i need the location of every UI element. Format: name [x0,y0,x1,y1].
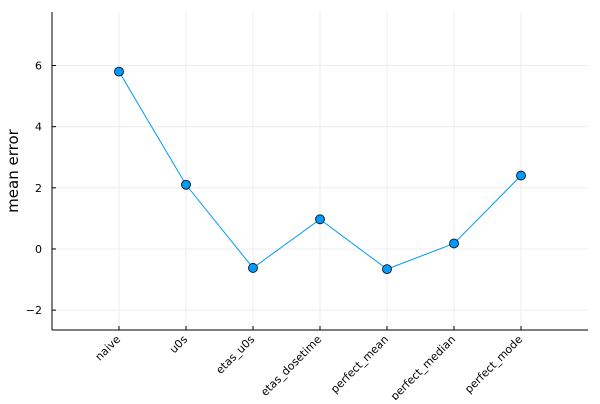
axis-layer [51,12,588,331]
data-point-naive [114,66,124,77]
y-tick-label: 6 [35,60,42,73]
data-point-u0s [181,179,191,190]
data-point-etas-dosetime [315,214,325,225]
grid-layer [52,12,588,330]
data-point-etas-u0s [248,263,258,273]
y-tick-label: 2 [35,182,42,195]
data-point-perfect-mean [382,264,392,275]
data-point-perfect-median [449,238,459,249]
data-point-perfect-mode [516,170,526,181]
y-axis-title: mean error [4,128,22,212]
series-layer [114,66,526,275]
y-tick-label: −2 [26,304,42,317]
y-tick-label: 0 [35,243,42,256]
y-tick-label: 4 [35,121,42,134]
